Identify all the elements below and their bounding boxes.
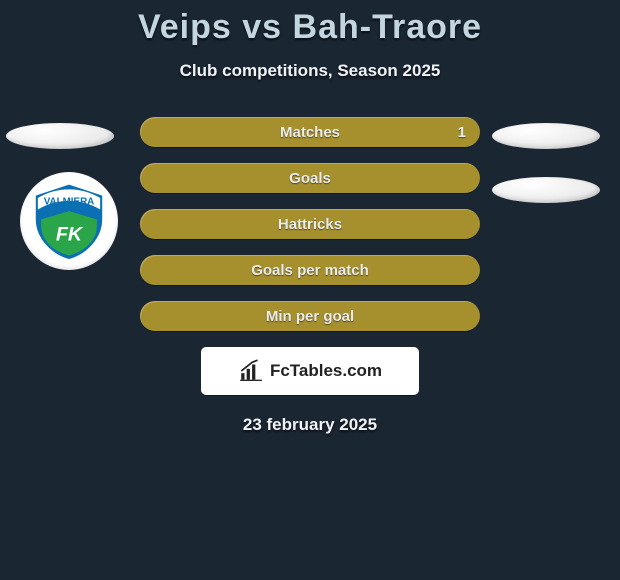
player-right-placeholder	[492, 123, 600, 149]
stat-label: Goals per match	[140, 255, 480, 285]
stat-row-goals: Goals	[140, 163, 480, 193]
svg-text:FK: FK	[56, 224, 84, 246]
stat-row-min-per-goal: Min per goal	[140, 301, 480, 331]
stat-label: Hattricks	[140, 209, 480, 239]
player-left-placeholder	[6, 123, 114, 149]
stat-row-hattricks: Hattricks	[140, 209, 480, 239]
subtitle: Club competitions, Season 2025	[0, 61, 620, 81]
stat-value-right: 1	[458, 117, 466, 147]
stat-row-goals-per-match: Goals per match	[140, 255, 480, 285]
valmiera-crest-icon: VALMIERA FK	[28, 180, 110, 262]
stat-row-matches: Matches 1	[140, 117, 480, 147]
page-title: Veips vs Bah-Traore	[0, 0, 620, 47]
attribution-badge[interactable]: FcTables.com	[201, 347, 419, 395]
attribution-text: FcTables.com	[270, 361, 382, 381]
stat-label: Min per goal	[140, 301, 480, 331]
club-left-badge: VALMIERA FK	[20, 172, 118, 270]
date-text: 23 february 2025	[0, 415, 620, 435]
stat-label: Goals	[140, 163, 480, 193]
badge-text: VALMIERA	[44, 197, 95, 208]
bar-chart-icon	[238, 358, 264, 384]
club-right-placeholder	[492, 177, 600, 203]
stat-label: Matches	[140, 117, 480, 147]
